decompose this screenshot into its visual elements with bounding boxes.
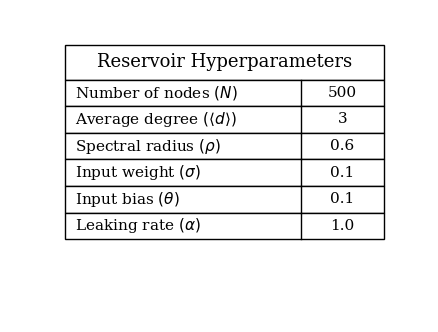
Text: Average degree $(⟨d⟩)$: Average degree $(⟨d⟩)$	[75, 110, 237, 129]
Text: 0.1: 0.1	[330, 192, 355, 206]
Text: Spectral radius $(ρ)$: Spectral radius $(ρ)$	[75, 136, 221, 156]
Bar	[65, 106, 384, 133]
Text: Leaking rate $(α)$: Leaking rate $(α)$	[75, 216, 201, 235]
Text: 3: 3	[338, 113, 347, 126]
Bar	[65, 45, 384, 80]
Text: 1.0: 1.0	[330, 219, 355, 233]
Bar	[65, 80, 384, 106]
Bar	[65, 186, 384, 212]
Text: 0.1: 0.1	[330, 166, 355, 180]
Text: Input bias $(θ)$: Input bias $(θ)$	[75, 190, 180, 209]
Bar	[65, 159, 384, 186]
Text: 500: 500	[328, 86, 357, 100]
Bar	[65, 212, 384, 239]
Bar	[65, 133, 384, 159]
Text: Reservoir Hyperparameters: Reservoir Hyperparameters	[97, 53, 352, 71]
Text: Input weight $(σ)$: Input weight $(σ)$	[75, 163, 201, 182]
Text: Number of nodes $(N)$: Number of nodes $(N)$	[75, 84, 238, 102]
Text: 0.6: 0.6	[330, 139, 355, 153]
